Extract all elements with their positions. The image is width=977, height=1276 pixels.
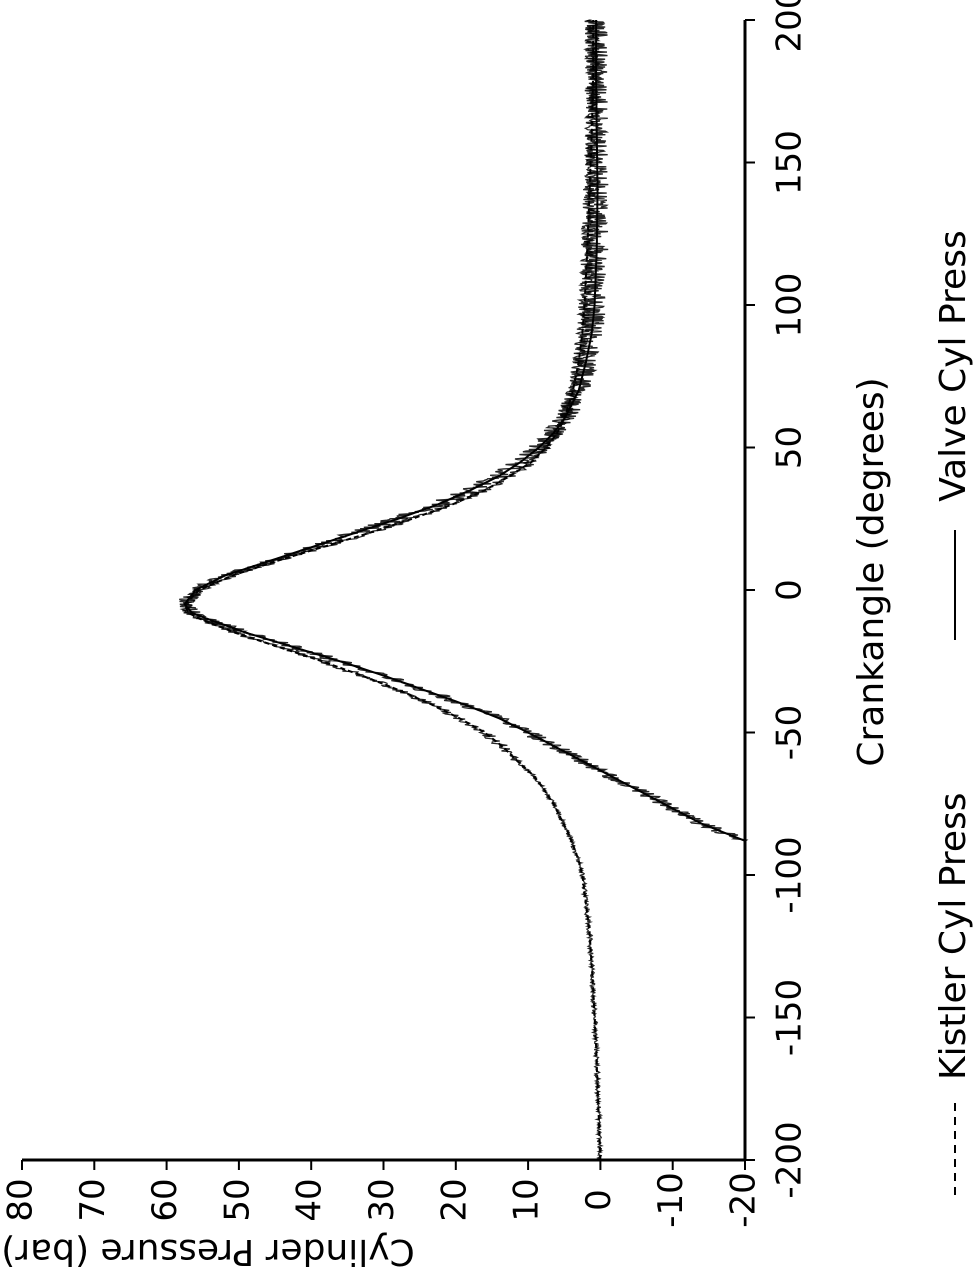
y-axis-ticks: -20 -10 0 10 20 30 40 50 60 70 80 [1, 1160, 764, 1228]
y-tick-label: 60 [145, 1178, 185, 1221]
y-tick-label: 20 [434, 1178, 474, 1221]
y-tick-label: 70 [73, 1178, 113, 1221]
y-tick-label: 10 [507, 1178, 547, 1221]
series-trend-line [183, 20, 746, 842]
x-axis-ticks: -200 -150 -100 -50 0 50 100 150 200 [745, 0, 810, 1199]
legend-label-kistler: Kistler Cyl Press [933, 792, 974, 1080]
y-tick-label: 30 [362, 1178, 402, 1221]
x-tick-label: -150 [770, 979, 810, 1056]
y-tick-label: 50 [217, 1178, 257, 1221]
series-line [179, 19, 604, 1161]
y-tick-label: 80 [1, 1178, 41, 1221]
series-kistler [179, 19, 604, 1161]
y-tick-label: 40 [290, 1178, 330, 1221]
x-tick-label: 100 [770, 273, 810, 338]
series-line [179, 19, 749, 842]
y-tick-label: 0 [579, 1189, 619, 1211]
series-trend-line [183, 20, 602, 1161]
x-tick-label: 200 [770, 0, 810, 52]
legend-label-valve: Valve Cyl Press [933, 230, 974, 501]
x-tick-label: -100 [770, 836, 810, 913]
y-tick-label: -20 [724, 1172, 764, 1228]
x-tick-label: -50 [770, 705, 810, 761]
plot-area [179, 19, 749, 1161]
x-tick-label: 150 [770, 130, 810, 195]
x-axis-title: Crankangle (degrees) [851, 377, 892, 766]
legend: Kistler Cyl Press Valve Cyl Press [933, 230, 974, 1195]
x-tick-label: -200 [770, 1121, 810, 1198]
y-tick-label: -10 [651, 1172, 691, 1228]
series-valve [179, 19, 749, 842]
x-tick-label: 50 [770, 426, 810, 469]
x-tick-label: 0 [770, 579, 810, 601]
y-axis-title: Cylinder Pressure (bar) [1, 1231, 414, 1272]
